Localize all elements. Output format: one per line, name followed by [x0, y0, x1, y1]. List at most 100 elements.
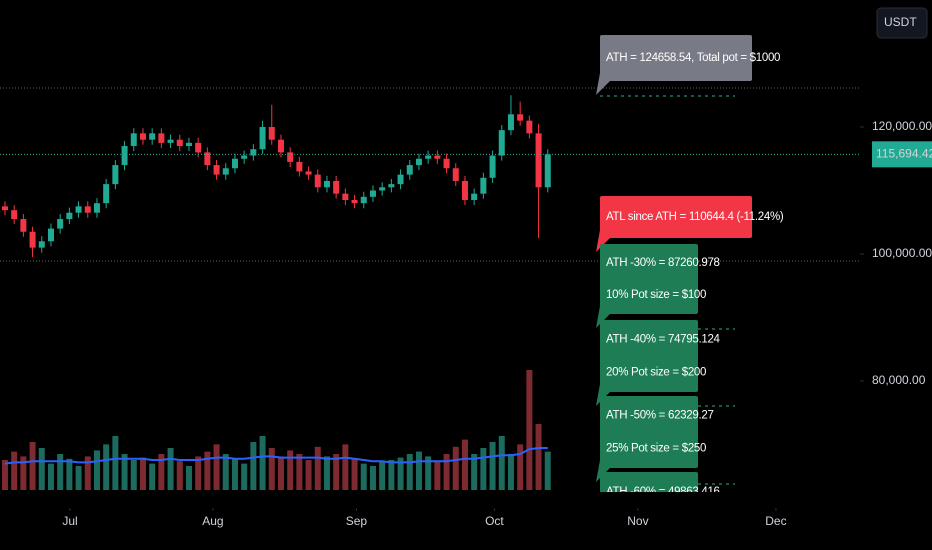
volume-bar [84, 456, 91, 490]
annotation-text: ATH -60% = 49863.416 [606, 486, 720, 498]
candle-body [93, 203, 100, 213]
volume-bar [93, 450, 100, 490]
candle-body [296, 161, 303, 172]
annotation-text: ATH -30% = 87260.978 [606, 257, 720, 269]
current-price-badge [872, 141, 932, 168]
candle-body [379, 187, 386, 191]
volume-bar [498, 436, 505, 490]
candle-body [29, 231, 36, 248]
candle-body [57, 219, 64, 229]
volume-bar [397, 457, 404, 490]
candle-body [195, 142, 202, 153]
volume-bar [57, 454, 64, 490]
annotation-box [600, 396, 698, 468]
candle-body [397, 174, 404, 185]
volume-bar [305, 460, 312, 490]
candle-body [415, 158, 422, 166]
candle-body [277, 139, 284, 153]
candle-body [535, 133, 542, 188]
candle-body [20, 219, 27, 232]
volume-bar [351, 458, 358, 490]
volume-bar [388, 460, 395, 490]
annotation-text: ATH = 124658.54, Total pot = $1000 [606, 52, 780, 64]
candle-body [250, 149, 257, 156]
volume-bar [544, 451, 551, 490]
candle-body [259, 126, 266, 150]
candle-body [452, 168, 459, 181]
candle-body [314, 174, 321, 188]
annotation-text: ATL since ATH = 110644.4 (-11.24%) [606, 211, 784, 223]
candle-body [241, 155, 248, 159]
volume-bar [535, 424, 542, 490]
annotation-tail [596, 504, 610, 526]
candle-body [75, 206, 82, 213]
volume-bar [507, 454, 514, 490]
volume-bar [20, 456, 27, 490]
annotation-box [600, 244, 698, 314]
candle-body [167, 139, 174, 143]
volume-bar [287, 450, 294, 490]
candle-body [526, 120, 533, 134]
x-tick-label: Aug [202, 514, 223, 528]
volume-bar [112, 436, 119, 490]
candle-body [351, 200, 358, 204]
candle-body [84, 206, 91, 213]
candle-body [406, 165, 413, 175]
volume-bar [103, 444, 110, 490]
currency-label: USDT [884, 15, 917, 29]
volume-bar [167, 448, 174, 490]
annotation-box [600, 35, 752, 81]
volume-bar [195, 456, 202, 490]
x-tick-label: Dec [765, 514, 786, 528]
volume-bar [66, 458, 73, 490]
candle-body [231, 158, 238, 169]
volume-bar [47, 463, 54, 490]
volume-bar [369, 466, 376, 490]
annotation-box [600, 196, 752, 238]
volume-bar [241, 463, 248, 490]
volume-bar [176, 461, 183, 490]
candle-body [305, 171, 312, 175]
x-tick-label: Oct [485, 514, 504, 528]
volume-bar [231, 458, 238, 490]
volume-bar [296, 454, 303, 490]
volume-bar [158, 454, 165, 490]
candle-body [47, 228, 54, 242]
candle-body [369, 190, 376, 197]
candle-body [489, 155, 496, 178]
candle-body [1, 206, 8, 211]
candle-body [507, 114, 514, 131]
volume-bar [250, 442, 257, 490]
x-tick-label: Sep [346, 514, 368, 528]
candle-body [11, 210, 18, 220]
volume-bar [259, 436, 266, 490]
y-tick-label: 120,000.00 [872, 119, 932, 133]
volume-bar [517, 444, 524, 490]
volume-bar [480, 448, 487, 490]
volume-bar [471, 454, 478, 490]
volume-bar [379, 461, 386, 490]
candle-body [434, 155, 441, 159]
marks [1, 95, 551, 490]
volume-bar [268, 448, 275, 490]
volume-bar [526, 370, 533, 490]
candle-body [517, 114, 524, 121]
candle-body [139, 133, 146, 140]
annotation-text: 20% Pot size = $200 [606, 366, 706, 378]
volume-bar [489, 442, 496, 490]
annotation-text: ATH -50% = 62329.27 [606, 410, 714, 422]
volume-bar [314, 446, 321, 490]
volume-bar [29, 442, 36, 490]
annotations: ATH = 124658.54, Total pot = $1000 ATL si… [596, 35, 784, 526]
volume-bar [75, 466, 82, 490]
currency-button[interactable] [876, 7, 928, 39]
candle-body [480, 177, 487, 194]
volume-bar [185, 466, 192, 490]
volume-bar [434, 461, 441, 490]
volume-bar [213, 444, 220, 490]
volume-bar [425, 456, 432, 490]
volume-bar [1, 460, 8, 490]
volume-bar [277, 456, 284, 490]
